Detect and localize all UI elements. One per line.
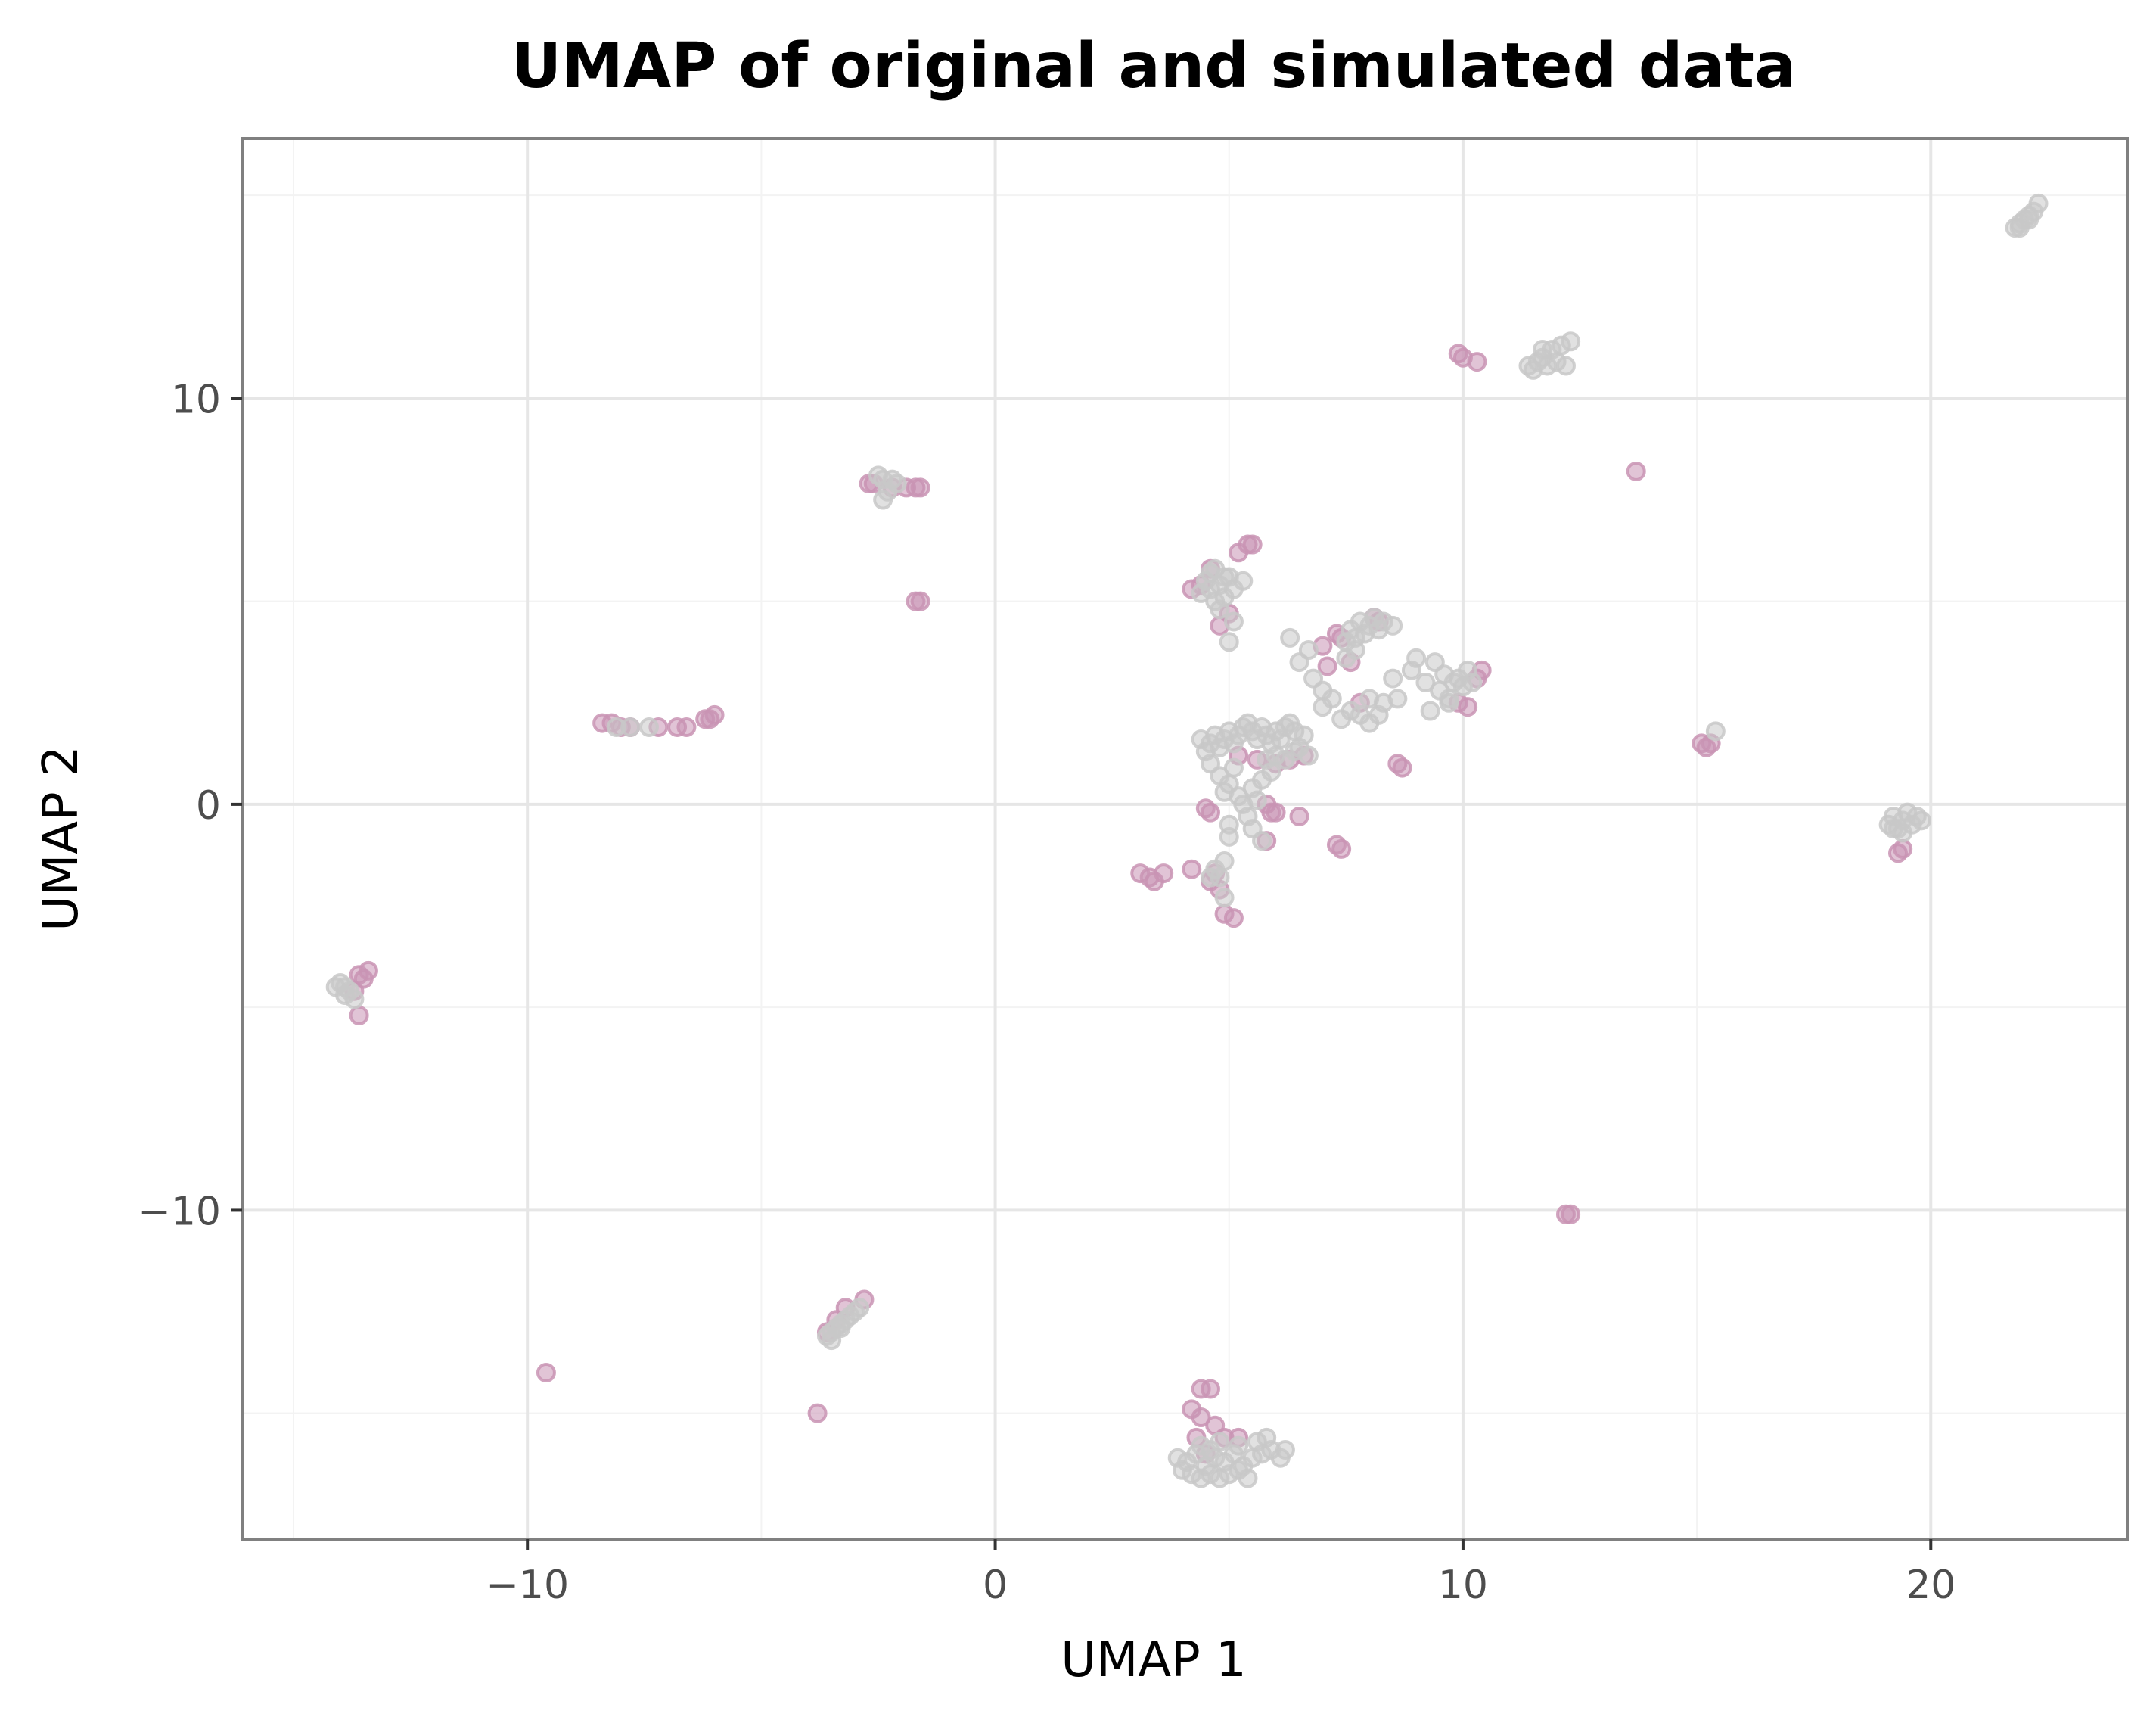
scatter-point <box>638 717 659 737</box>
scatter-point <box>1223 757 1244 778</box>
scatter-point <box>807 1403 828 1423</box>
scatter-point <box>1223 611 1244 632</box>
scatter-point <box>1280 627 1300 648</box>
scatter-point <box>349 1005 369 1025</box>
scatter-point <box>2028 193 2049 213</box>
scatter-point <box>1201 802 1221 823</box>
scatter-point <box>1533 339 1553 359</box>
x-tick-label: −10 <box>486 1563 569 1608</box>
scatter-point <box>850 1298 870 1318</box>
scatter-point <box>1201 867 1221 888</box>
scatter-point <box>1247 790 1267 810</box>
scatter-point <box>700 709 720 729</box>
scatter-point <box>1561 1204 1581 1224</box>
scatter-point <box>1317 656 1337 676</box>
scatter-point <box>1467 352 1487 372</box>
scatter-point <box>1191 1407 1211 1428</box>
scatter-point <box>1406 648 1427 668</box>
scatter-point <box>1383 615 1403 636</box>
scatter-point <box>1326 835 1347 855</box>
scatter-point <box>1392 757 1412 778</box>
scatter-point <box>1555 356 1576 376</box>
scatter-point <box>1439 692 1459 713</box>
scatter-point <box>1201 1439 1221 1460</box>
scatter-point <box>1893 838 1913 859</box>
scatter-point <box>1294 725 1314 745</box>
scatter-point <box>1883 819 1903 839</box>
scatter-point <box>1252 831 1272 851</box>
scatter-point <box>1229 1435 1249 1456</box>
scatter-point <box>887 474 907 494</box>
y-tick-label: 10 <box>171 377 221 422</box>
scatter-point <box>1210 599 1230 620</box>
scatter-point <box>620 717 641 737</box>
major-gridlines <box>242 138 2127 1539</box>
y-tick-label: −10 <box>138 1189 221 1234</box>
scatter-point <box>1626 461 1646 481</box>
x-axis-label: UMAP 1 <box>1061 1632 1247 1688</box>
scatter-point <box>1696 737 1716 757</box>
scatter-point <box>1223 908 1244 928</box>
scatter-point <box>1285 742 1305 762</box>
y-tick-label: 0 <box>196 783 221 829</box>
scatter-point <box>1322 689 1342 709</box>
scatter-points <box>325 193 2049 1488</box>
scatter-point <box>1420 701 1440 721</box>
scatter-point <box>910 591 930 611</box>
scatter-point <box>1462 672 1483 692</box>
scatter-point <box>1298 640 1319 661</box>
scatter-point <box>1205 558 1226 579</box>
scatter-point <box>1201 1379 1221 1399</box>
scatter-point <box>1238 1468 1258 1488</box>
x-axis-ticks: −10 0 10 20 <box>486 1539 1956 1608</box>
scatter-point <box>1257 1427 1277 1448</box>
scatter-point <box>1182 859 1202 879</box>
scatter-point <box>1289 806 1309 826</box>
y-axis-ticks: −10 0 10 <box>138 377 242 1234</box>
scatter-point <box>1219 632 1239 652</box>
scatter-point <box>1415 672 1436 692</box>
scatter-point <box>1154 863 1174 884</box>
scatter-point <box>1911 810 1931 831</box>
scatter-point <box>1242 534 1263 555</box>
scatter-point <box>1275 1439 1295 1460</box>
scatter-point <box>1383 668 1403 689</box>
panel-border <box>241 137 2129 1541</box>
scatter-point <box>1705 721 1726 742</box>
scatter-point <box>910 477 930 498</box>
x-tick-label: 0 <box>983 1563 1008 1608</box>
scatter-point <box>1336 648 1356 668</box>
scatter-point <box>1214 888 1235 908</box>
scatter-point <box>816 1326 837 1346</box>
scatter-point <box>1233 571 1254 591</box>
scatter-point <box>325 977 346 997</box>
scatter-point <box>1561 331 1581 352</box>
x-tick-label: 10 <box>1438 1563 1488 1608</box>
scatter-point <box>1172 1460 1192 1480</box>
chart-title: UMAP of original and simulated data <box>511 30 1797 102</box>
scatter-point <box>1458 697 1478 717</box>
scatter-point <box>2019 210 2040 230</box>
scatter-point <box>536 1363 556 1383</box>
y-axis-label: UMAP 2 <box>33 745 89 931</box>
scatter-point <box>1219 826 1239 847</box>
scatter-point <box>358 960 378 981</box>
x-tick-label: 20 <box>1906 1563 1956 1608</box>
scatter-point <box>1387 689 1408 709</box>
scatter-point <box>873 490 893 510</box>
scatter-point <box>1261 761 1281 782</box>
scatter-point <box>676 717 697 737</box>
scatter-point <box>1266 802 1286 823</box>
